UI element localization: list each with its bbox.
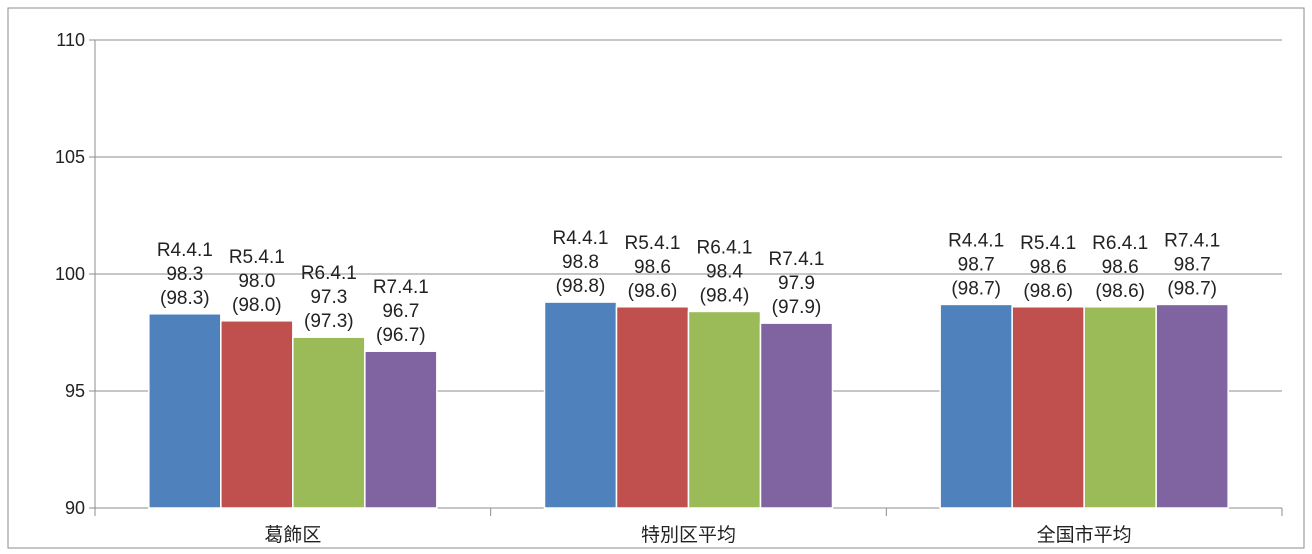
data-label: 98.6 bbox=[1102, 257, 1139, 278]
y-tick-label: 90 bbox=[65, 498, 85, 518]
data-sublabel: (98.7) bbox=[1167, 278, 1217, 299]
series-label: R6.4.1 bbox=[1092, 233, 1148, 254]
data-label: 98.7 bbox=[1174, 254, 1211, 275]
data-label: 98.6 bbox=[1030, 257, 1067, 278]
y-tick-label: 100 bbox=[55, 264, 85, 284]
x-tick-label: 全国市平均 bbox=[1037, 524, 1132, 546]
data-sublabel: (97.3) bbox=[304, 311, 354, 332]
data-label: 97.9 bbox=[778, 273, 815, 294]
bar bbox=[1011, 306, 1085, 509]
data-label: 98.8 bbox=[562, 252, 599, 273]
bar bbox=[759, 322, 834, 509]
series-label: R5.4.1 bbox=[229, 247, 285, 268]
data-label: 97.3 bbox=[310, 287, 347, 308]
series-label: R6.4.1 bbox=[697, 237, 753, 258]
data-label: 98.6 bbox=[634, 257, 671, 278]
data-sublabel: (98.8) bbox=[556, 276, 606, 297]
data-sublabel: (98.6) bbox=[1023, 281, 1073, 302]
data-labels: (98.3) 98.3 R4.4.1 (98.0) 98.0 R5.4.1 (97.3) 97… bbox=[157, 228, 1220, 346]
y-tick-label: 95 bbox=[65, 381, 85, 401]
series-label: R5.4.1 bbox=[625, 233, 681, 254]
data-sublabel: (98.6) bbox=[628, 281, 678, 302]
bar bbox=[939, 303, 1013, 509]
series-label: R7.4.1 bbox=[373, 277, 429, 298]
data-sublabel: (98.6) bbox=[1095, 281, 1145, 302]
data-sublabel: (97.9) bbox=[772, 297, 822, 318]
data-sublabel: (98.0) bbox=[232, 295, 282, 316]
series-label: R4.4.1 bbox=[157, 240, 213, 261]
series-label: R6.4.1 bbox=[301, 263, 357, 284]
y-tick-label: 105 bbox=[55, 147, 85, 167]
series-label: R4.4.1 bbox=[553, 228, 609, 249]
bar bbox=[220, 320, 294, 509]
series-label: R5.4.1 bbox=[1020, 233, 1076, 254]
bars bbox=[148, 301, 1229, 509]
bar bbox=[364, 350, 438, 509]
data-label: 98.3 bbox=[166, 264, 203, 285]
data-sublabel: (96.7) bbox=[376, 325, 426, 346]
bar bbox=[148, 313, 222, 509]
x-tick-label: 葛飾区 bbox=[264, 524, 321, 546]
data-label: 98.7 bbox=[958, 254, 995, 275]
bar bbox=[292, 336, 366, 509]
data-label: 98.0 bbox=[238, 271, 275, 292]
series-label: R7.4.1 bbox=[769, 249, 825, 270]
bar bbox=[687, 310, 762, 509]
x-tick-label: 特別区平均 bbox=[641, 524, 736, 546]
bar bbox=[1083, 306, 1157, 509]
series-label: R7.4.1 bbox=[1164, 230, 1220, 251]
bar bbox=[615, 306, 690, 509]
data-sublabel: (98.3) bbox=[160, 288, 210, 309]
y-tick-label: 110 bbox=[56, 30, 85, 50]
series-label: R4.4.1 bbox=[948, 230, 1004, 251]
data-sublabel: (98.4) bbox=[700, 285, 750, 306]
data-sublabel: (98.7) bbox=[951, 278, 1001, 299]
bar bbox=[1155, 303, 1229, 509]
bar bbox=[543, 301, 618, 509]
data-label: 96.7 bbox=[382, 301, 419, 322]
data-label: 98.4 bbox=[706, 261, 743, 282]
